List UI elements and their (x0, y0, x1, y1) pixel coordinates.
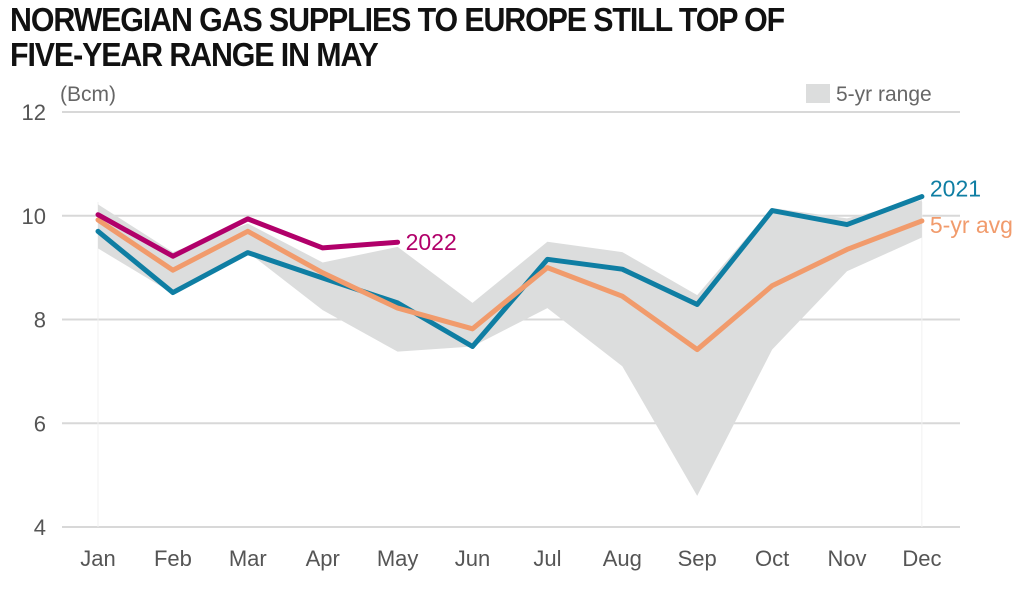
legend-range-label: 5-yr range (836, 83, 932, 106)
x-tick-label: Nov (827, 546, 866, 571)
y-tick-label: 8 (34, 308, 46, 333)
x-tick-label: Feb (154, 546, 192, 571)
series-line-2021 (95, 194, 925, 349)
series-label-2022: 2022 (406, 229, 457, 255)
x-tick-label: Apr (306, 546, 340, 571)
y-tick-label: 6 (34, 411, 46, 436)
y-tick-label: 4 (34, 515, 46, 540)
y-tick-label: 10 (22, 204, 46, 229)
x-tick-label: May (377, 546, 419, 571)
x-tick-label: Jun (455, 546, 490, 571)
x-tick-label: Jul (533, 546, 561, 571)
y-axis-unit: (Bcm) (60, 83, 116, 106)
x-tick-label: Mar (229, 546, 267, 571)
y-tick-label: 12 (22, 100, 46, 125)
x-tick-label: Jan (80, 546, 115, 571)
series-label-2021: 2021 (930, 176, 981, 202)
legend-range-swatch (806, 84, 830, 103)
series-line-5-yr-avg (95, 217, 925, 353)
x-tick-label: Sep (678, 546, 717, 571)
series-line-2022 (95, 212, 401, 259)
x-tick-label: Oct (755, 546, 789, 571)
x-tick-label: Aug (603, 546, 642, 571)
series-label-5-yr-avg: 5-yr avg (930, 212, 1013, 238)
chart-title: NORWEGIAN GAS SUPPLIES TO EUROPE STILL T… (10, 1, 785, 73)
x-tick-label: Dec (902, 546, 941, 571)
